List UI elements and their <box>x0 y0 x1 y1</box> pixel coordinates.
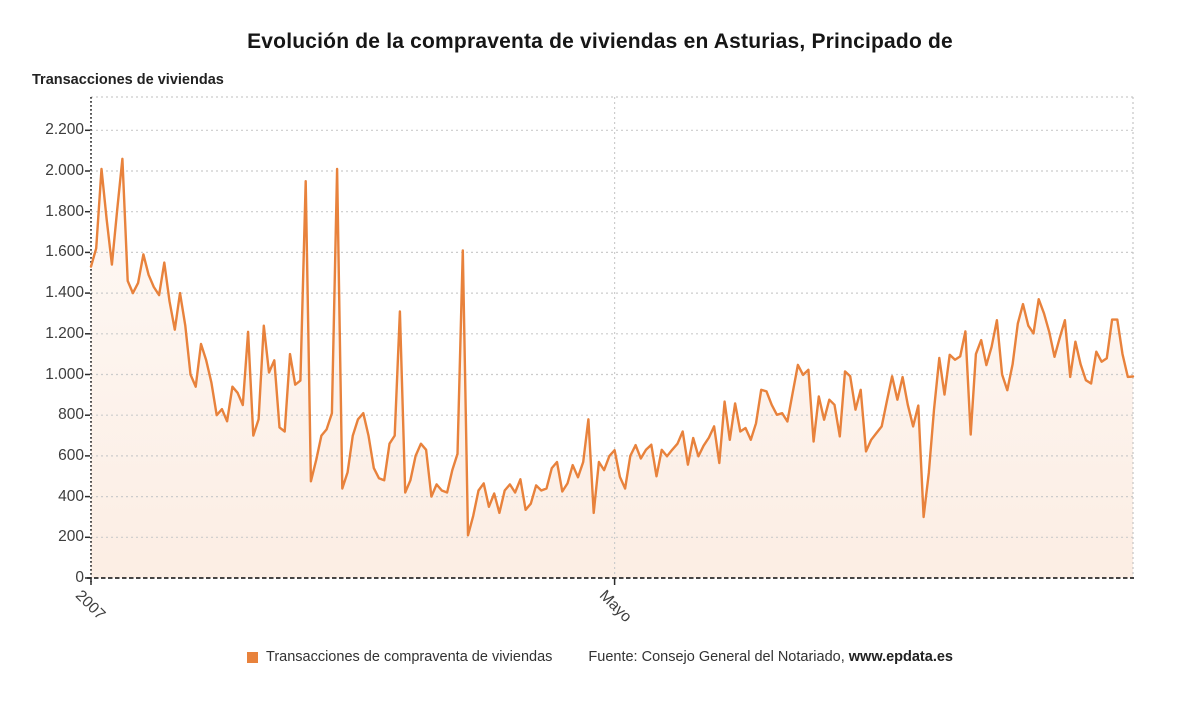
series-line <box>89 157 1135 537</box>
y-tick-label: 1.200 <box>45 324 84 342</box>
y-tick-label: 2.000 <box>45 162 84 179</box>
y-tick-label: 1.000 <box>45 365 84 383</box>
y-axis-title: Transacciones de viviendas <box>32 72 224 88</box>
legend-swatch <box>247 651 258 663</box>
source-prefix: Fuente: Consejo General del Notariado, <box>588 649 849 665</box>
source-site: www.epdata.es <box>848 649 953 665</box>
y-tick-label: 1.400 <box>45 284 84 302</box>
legend-row: Transacciones de compraventa de vivienda… <box>0 649 1200 665</box>
chart-title: Evolución de la compraventa de viviendas… <box>247 30 953 53</box>
series-area <box>91 158 1133 579</box>
y-tick-label: 400 <box>58 487 84 505</box>
y-tick-label: 1.600 <box>45 243 84 261</box>
y-tick-label: 1.800 <box>45 202 84 220</box>
y-tick-label: 600 <box>58 446 84 464</box>
legend-item: Transacciones de compraventa de vivienda… <box>247 649 552 665</box>
y-tick-label: 200 <box>58 528 84 546</box>
y-tick-label: 2.200 <box>45 121 84 139</box>
source-text: Fuente: Consejo General del Notariado, w… <box>588 649 953 665</box>
legend-label: Transacciones de compraventa de vivienda… <box>266 649 553 665</box>
y-tick-label: 0 <box>75 569 84 586</box>
y-tick-label: 800 <box>58 406 84 424</box>
